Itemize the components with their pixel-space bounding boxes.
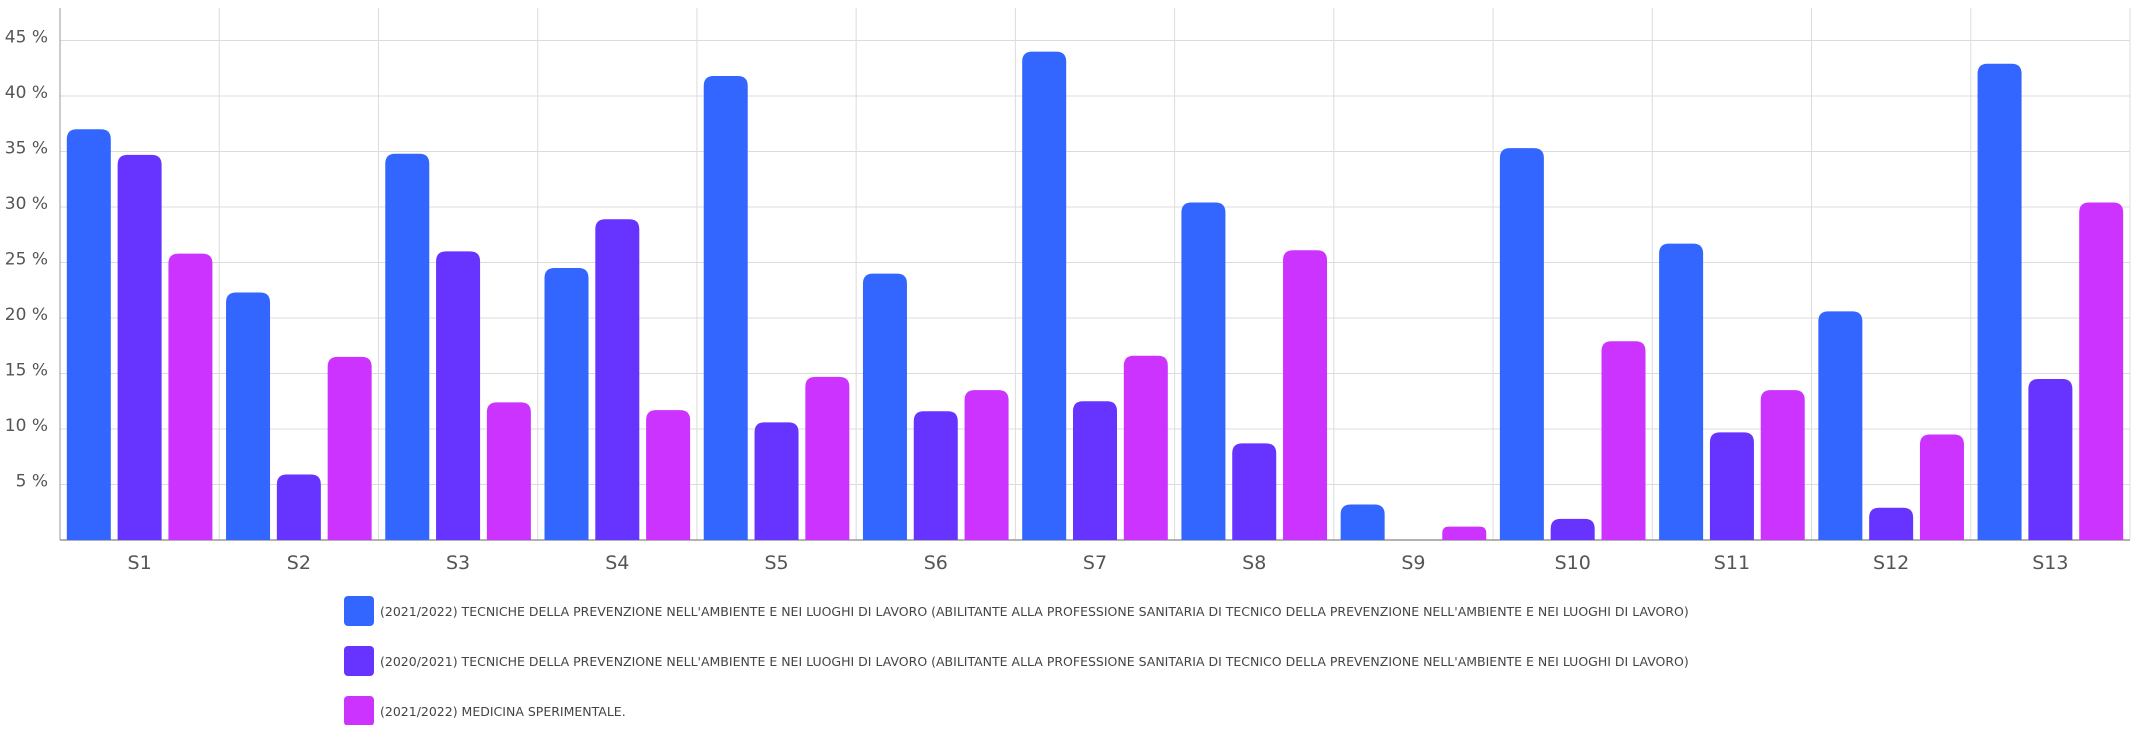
bar-s11-series-1[interactable]	[1659, 243, 1704, 540]
y-axis-ticks: 5 % 10 % 15 % 20 % 25 % 30 % 35 % 40 % 45 %	[5, 28, 48, 492]
x-tick-label: S12	[1873, 552, 1909, 574]
y-tick-label: 10 %	[5, 416, 48, 436]
bar-s8-series-1[interactable]	[1181, 202, 1226, 540]
bar-s12-series-3[interactable]	[1919, 434, 1964, 540]
bar-s1-series-2[interactable]	[117, 154, 162, 540]
legend-swatch	[344, 696, 374, 726]
legend-label: (2020/2021) TECNICHE DELLA PREVENZIONE N…	[380, 654, 1689, 669]
y-tick-label: 30 %	[5, 194, 48, 214]
bar-s2-series-3[interactable]	[327, 356, 372, 540]
legend-label: (2021/2022) TECNICHE DELLA PREVENZIONE N…	[380, 604, 1689, 619]
x-tick-label: S6	[924, 552, 948, 574]
bar-s10-series-3[interactable]	[1601, 341, 1646, 540]
bar-s7-series-3[interactable]	[1123, 355, 1168, 540]
bar-s3-series-3[interactable]	[486, 402, 531, 540]
x-tick-label: S10	[1555, 552, 1591, 574]
legend-label: (2021/2022) MEDICINA SPERIMENTALE.	[380, 704, 626, 719]
bar-s3-series-2[interactable]	[436, 251, 481, 540]
bar-s4-series-1[interactable]	[544, 268, 589, 540]
bar-s4-series-2[interactable]	[595, 219, 640, 540]
legend-item[interactable]: (2021/2022) MEDICINA SPERIMENTALE.	[344, 696, 626, 726]
y-tick-label: 15 %	[5, 361, 48, 381]
x-tick-label: S2	[287, 552, 311, 574]
bar-s10-series-2[interactable]	[1550, 518, 1595, 540]
bar-s11-series-2[interactable]	[1709, 432, 1754, 540]
x-tick-label: S11	[1714, 552, 1750, 574]
bar-s12-series-2[interactable]	[1869, 507, 1914, 540]
bar-s10-series-1[interactable]	[1499, 148, 1544, 541]
bar-s13-series-3[interactable]	[2079, 202, 2124, 540]
bar-s5-series-2[interactable]	[754, 422, 799, 540]
bar-s1-series-3[interactable]	[168, 253, 213, 540]
x-tick-label: S4	[605, 552, 629, 574]
legend-swatch	[344, 596, 374, 626]
y-tick-label: 5 %	[16, 472, 48, 492]
x-tick-label: S13	[2032, 552, 2068, 574]
legend-swatch	[344, 646, 374, 676]
y-tick-label: 25 %	[5, 250, 48, 270]
bar-s5-series-1[interactable]	[703, 76, 748, 541]
bar-s6-series-2[interactable]	[913, 411, 958, 540]
legend-item[interactable]: (2020/2021) TECNICHE DELLA PREVENZIONE N…	[344, 646, 1689, 676]
x-tick-label: S1	[128, 552, 152, 574]
x-tick-label: S3	[446, 552, 470, 574]
bar-s5-series-3[interactable]	[805, 376, 850, 540]
bar-s13-series-2[interactable]	[2028, 379, 2073, 540]
x-axis-ticks: S1 S2 S3 S4 S5 S6 S7 S8 S9 S10 S11 S12 S13	[128, 552, 2069, 574]
bar-s9-series-3[interactable]	[1442, 526, 1487, 540]
x-tick-label: S8	[1242, 552, 1266, 574]
y-tick-label: 20 %	[5, 305, 48, 325]
bar-s9-series-1[interactable]	[1340, 504, 1385, 540]
x-tick-label: S5	[764, 552, 788, 574]
bar-s1-series-1[interactable]	[66, 129, 111, 541]
bar-s8-series-3[interactable]	[1283, 250, 1328, 541]
x-tick-label: S7	[1083, 552, 1107, 574]
bar-s6-series-3[interactable]	[964, 390, 1009, 540]
bar-s7-series-1[interactable]	[1022, 51, 1067, 540]
bar-s3-series-1[interactable]	[385, 153, 430, 540]
bar-s7-series-2[interactable]	[1073, 401, 1117, 540]
bar-s2-series-2[interactable]	[276, 474, 321, 540]
bar-s11-series-3[interactable]	[1760, 390, 1805, 540]
bar-s12-series-1[interactable]	[1818, 311, 1863, 540]
legend: (2021/2022) TECNICHE DELLA PREVENZIONE N…	[344, 596, 1689, 726]
x-tick-label: S9	[1401, 552, 1425, 574]
bar-s6-series-1[interactable]	[862, 273, 907, 540]
y-tick-label: 35 %	[5, 139, 48, 159]
bars	[66, 51, 2124, 541]
y-tick-label: 40 %	[5, 83, 48, 103]
bar-s13-series-1[interactable]	[1977, 63, 2022, 541]
y-tick-label: 45 %	[5, 28, 48, 48]
legend-item[interactable]: (2021/2022) TECNICHE DELLA PREVENZIONE N…	[344, 596, 1689, 626]
bar-s2-series-1[interactable]	[226, 292, 271, 540]
bar-s8-series-2[interactable]	[1232, 443, 1277, 540]
bar-s4-series-3[interactable]	[646, 410, 691, 540]
